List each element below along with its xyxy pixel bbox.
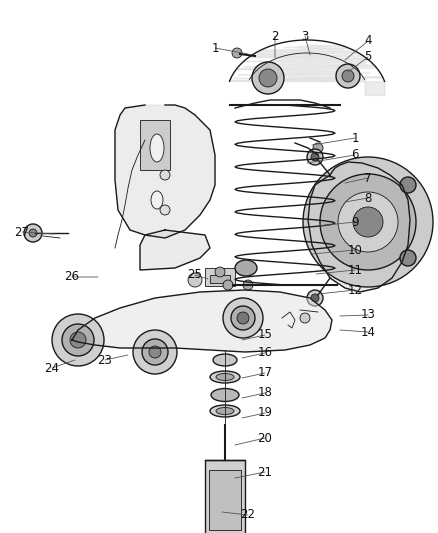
Circle shape	[29, 229, 37, 237]
Circle shape	[353, 207, 383, 237]
Text: 25: 25	[187, 269, 202, 281]
Circle shape	[149, 346, 161, 358]
Circle shape	[307, 290, 323, 306]
Ellipse shape	[235, 260, 257, 276]
Ellipse shape	[151, 191, 163, 209]
Circle shape	[160, 205, 170, 215]
Text: 18: 18	[258, 386, 272, 400]
Text: 5: 5	[364, 51, 372, 63]
Circle shape	[313, 143, 323, 153]
Text: 23: 23	[98, 353, 113, 367]
Text: 8: 8	[364, 191, 372, 205]
Circle shape	[311, 294, 319, 302]
Ellipse shape	[213, 354, 237, 366]
Circle shape	[307, 149, 323, 165]
Circle shape	[342, 70, 354, 82]
Circle shape	[231, 306, 255, 330]
Text: 17: 17	[258, 367, 272, 379]
Circle shape	[70, 332, 86, 348]
Text: 1: 1	[211, 42, 219, 54]
Circle shape	[300, 313, 310, 323]
Ellipse shape	[211, 389, 239, 401]
Circle shape	[243, 280, 253, 290]
Circle shape	[336, 64, 360, 88]
Text: 12: 12	[347, 284, 363, 296]
Text: 2: 2	[271, 29, 279, 43]
Text: 19: 19	[258, 407, 272, 419]
Ellipse shape	[210, 405, 240, 417]
Bar	[210, 275, 230, 283]
Text: 9: 9	[351, 215, 359, 229]
Ellipse shape	[216, 408, 234, 415]
Circle shape	[338, 192, 398, 252]
Text: 27: 27	[14, 225, 29, 238]
Ellipse shape	[210, 371, 240, 383]
Circle shape	[400, 177, 416, 193]
Text: 26: 26	[64, 271, 80, 284]
Polygon shape	[308, 162, 410, 292]
Text: 7: 7	[364, 172, 372, 184]
Circle shape	[52, 314, 104, 366]
Text: 13: 13	[360, 309, 375, 321]
Text: 3: 3	[301, 29, 309, 43]
Circle shape	[62, 324, 94, 356]
Circle shape	[223, 298, 263, 338]
Circle shape	[311, 153, 319, 161]
Circle shape	[215, 267, 225, 277]
Polygon shape	[72, 290, 332, 352]
Text: 24: 24	[45, 361, 60, 375]
Polygon shape	[115, 105, 215, 238]
Circle shape	[223, 280, 233, 290]
Circle shape	[232, 48, 242, 58]
Text: 6: 6	[351, 149, 359, 161]
Bar	[209, 470, 241, 530]
Text: 15: 15	[258, 328, 272, 342]
Circle shape	[237, 312, 249, 324]
Circle shape	[320, 174, 416, 270]
Ellipse shape	[150, 134, 164, 162]
Text: 16: 16	[258, 346, 272, 359]
Circle shape	[133, 330, 177, 374]
Bar	[205, 460, 245, 533]
Ellipse shape	[216, 374, 234, 381]
Text: 22: 22	[240, 508, 255, 521]
Circle shape	[303, 157, 433, 287]
Circle shape	[24, 224, 42, 242]
Text: 10: 10	[348, 244, 362, 256]
Text: 1: 1	[351, 132, 359, 144]
Text: 4: 4	[364, 35, 372, 47]
Text: 21: 21	[258, 465, 272, 479]
Polygon shape	[140, 230, 210, 270]
Text: 14: 14	[360, 326, 375, 338]
Text: 11: 11	[347, 263, 363, 277]
Text: 20: 20	[258, 432, 272, 445]
Circle shape	[259, 69, 277, 87]
Bar	[205, 268, 235, 286]
Circle shape	[142, 339, 168, 365]
Circle shape	[188, 273, 202, 287]
Circle shape	[400, 250, 416, 266]
Circle shape	[252, 62, 284, 94]
Circle shape	[160, 170, 170, 180]
Bar	[140, 120, 170, 170]
